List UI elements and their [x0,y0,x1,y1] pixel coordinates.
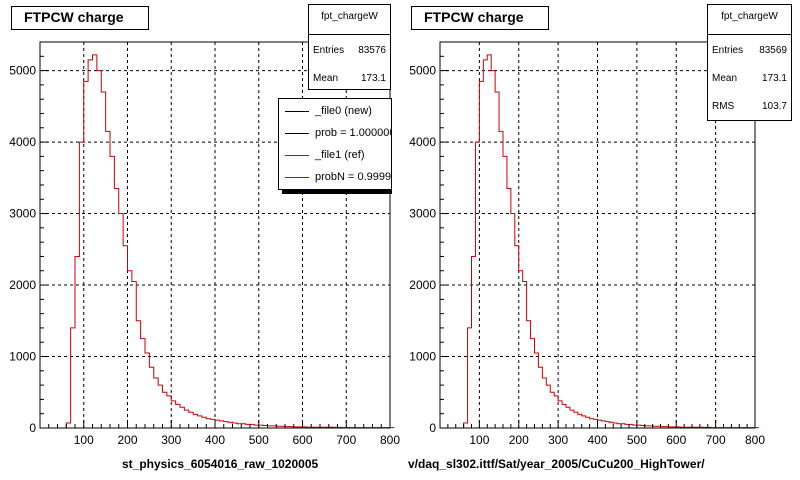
legend-shadow [282,190,392,194]
x-tick-label: 800 [380,433,400,447]
stats-entries-value: 83576 [358,45,386,56]
y-tick-label: 1000 [9,350,36,364]
stats-entries-row: Entries 83569 [712,45,787,59]
y-tick-label: 2000 [409,278,436,292]
x-tick-label: 700 [706,433,726,447]
y-tick-label: 1000 [409,350,436,364]
y-tick-label: 3000 [409,207,436,221]
y-tick-label: 0 [429,421,436,435]
stats-mean-label: Mean [313,73,339,84]
stats-box-right: fpt_chargeW Entries 83569 Mean 173.1 RMS… [707,4,792,121]
legend-label: probN = 0.99996 [315,171,392,183]
x-tick-label: 800 [745,433,765,447]
stats-entries-label: Entries [313,45,345,56]
y-tick-label: 4000 [9,135,36,149]
x-tick-label: 700 [336,433,356,447]
stats-mean-row: Mean 173.1 [313,73,386,87]
stats-mean-row: Mean 173.1 [712,73,787,87]
stats-entries-value: 83569 [759,45,787,56]
x-tick-label: 400 [587,433,607,447]
legend-label: _file0 (new) [315,105,372,117]
stats-entries-row: Entries 83576 [313,45,386,59]
stats-name: fpt_chargeW [309,5,390,35]
chart-title-left: FTPCW charge [11,6,149,30]
x-axis-label-left: st_physics_6054016_raw_1020005 [122,457,319,471]
stats-rms-value: 103.7 [761,101,787,112]
y-tick-label: 5000 [409,64,436,78]
legend-entry: _file0 (new) [285,105,372,119]
x-tick-label: 500 [627,433,647,447]
legend-label: prob = 1.000000 [315,127,392,139]
legend-line [285,132,309,134]
stats-mean-label: Mean [712,73,738,84]
x-tick-label: 100 [74,433,94,447]
stats-mean-value: 173.1 [360,73,386,84]
stats-mean-value: 173.1 [761,73,787,84]
y-tick-label: 2000 [9,278,36,292]
legend-left: _file0 (new) prob = 1.000000 _file1 (ref… [278,98,392,190]
legend-line [285,110,309,112]
y-tick-label: 0 [29,421,36,435]
stats-name: fpt_chargeW [708,5,791,35]
x-tick-label: 100 [469,433,489,447]
legend-line [285,154,309,156]
stats-entries-label: Entries [712,45,744,56]
x-tick-label: 600 [292,433,312,447]
chart-title-right: FTPCW charge [411,6,549,30]
legend-entry: prob = 1.000000 [285,127,392,141]
y-tick-label: 4000 [409,135,436,149]
x-axis-label-right: v/daq_sl302.ittf/Sat/year_2005/CuCu200_H… [408,457,705,471]
legend-line [285,176,309,178]
x-tick-label: 400 [205,433,225,447]
stats-rms-label: RMS [712,101,735,112]
x-tick-label: 300 [548,433,568,447]
y-tick-label: 5000 [9,64,36,78]
stats-rms-row: RMS 103.7 [712,101,787,115]
stats-box-left: fpt_chargeW Entries 83576 Mean 173.1 [308,4,391,90]
x-tick-label: 500 [249,433,269,447]
x-tick-label: 300 [161,433,181,447]
chart-title-text: FTPCW charge [424,9,524,25]
x-tick-label: 200 [509,433,529,447]
histogram-series [61,54,395,429]
legend-entry: probN = 0.99996 [285,171,392,185]
x-tick-label: 600 [666,433,686,447]
x-tick-label: 200 [117,433,137,447]
y-tick-label: 3000 [9,207,36,221]
legend-label: _file1 (ref) [315,149,365,161]
legend-entry: _file1 (ref) [285,149,365,163]
histogram-series [459,54,759,429]
chart-title-text: FTPCW charge [24,9,124,25]
